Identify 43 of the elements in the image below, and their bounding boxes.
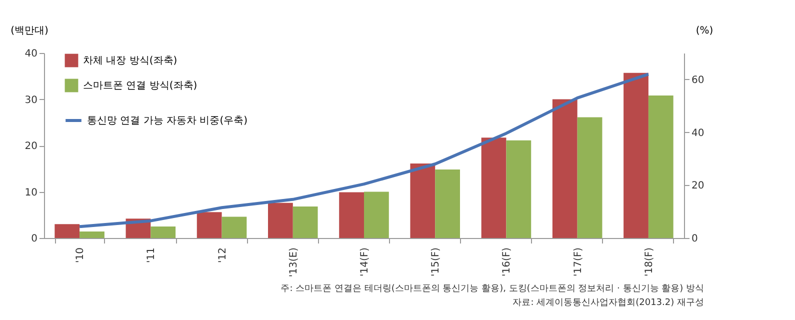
bar <box>222 216 247 238</box>
bar <box>80 232 104 238</box>
line-series <box>78 72 650 228</box>
y-tick-label: 0 <box>31 234 38 244</box>
bar <box>410 164 436 238</box>
y2-tick-label: 20 <box>692 180 704 192</box>
bar <box>577 117 602 238</box>
bar <box>196 212 222 238</box>
x-tick-label: '16(F) <box>502 247 513 277</box>
bar <box>552 99 578 238</box>
bar <box>292 206 318 238</box>
legend-label: 차체 내장 방식(좌축) <box>83 56 178 66</box>
x-tick-label: '17(F) <box>572 247 584 277</box>
y-tick-label: 20 <box>24 141 38 152</box>
x-tick-label: '14(F) <box>360 247 370 277</box>
x-tick-label: '11 <box>146 248 158 263</box>
bar <box>268 202 293 238</box>
y2-tick-label: 0 <box>692 234 698 244</box>
x-tick-label: '10 <box>75 248 86 263</box>
x-tick-label: '13(E) <box>288 247 300 278</box>
x-tick-label: '18(F) <box>644 247 655 277</box>
bar <box>624 72 648 238</box>
y2-tick-label: 40 <box>692 128 704 139</box>
y-tick-label: 30 <box>24 94 38 106</box>
x-tick-label: '15(F) <box>430 247 442 277</box>
y2-tick-label: 60 <box>692 74 704 86</box>
y-axis-title: (백만대) <box>10 26 48 36</box>
x-tick-label: '12 <box>217 248 228 263</box>
text: 자료: 세계이동통신사업자협회(2013.2) 재구성 <box>512 298 704 308</box>
bar <box>150 226 176 238</box>
bar <box>435 170 460 238</box>
bar <box>648 96 674 238</box>
bar <box>364 192 389 238</box>
y-tick-label: 10 <box>24 187 38 198</box>
y2-axis-title: (%) <box>696 26 714 36</box>
bar <box>506 140 532 238</box>
legend-label: 통신망 연결 가능 자동차 비중(우축) <box>87 116 248 126</box>
bar <box>54 224 80 238</box>
y-tick-label: 40 <box>24 48 38 60</box>
bar <box>481 138 506 238</box>
text: 주: 스마트폰 연결은 테더링(스마트폰의 통신기능 활용), 도킹(스마트폰의 정보처리 · 통신기능 활용) 방식 <box>280 284 704 294</box>
bar <box>339 192 364 238</box>
legend-label: 스마트폰 연결 방식(좌축) <box>83 80 198 92</box>
